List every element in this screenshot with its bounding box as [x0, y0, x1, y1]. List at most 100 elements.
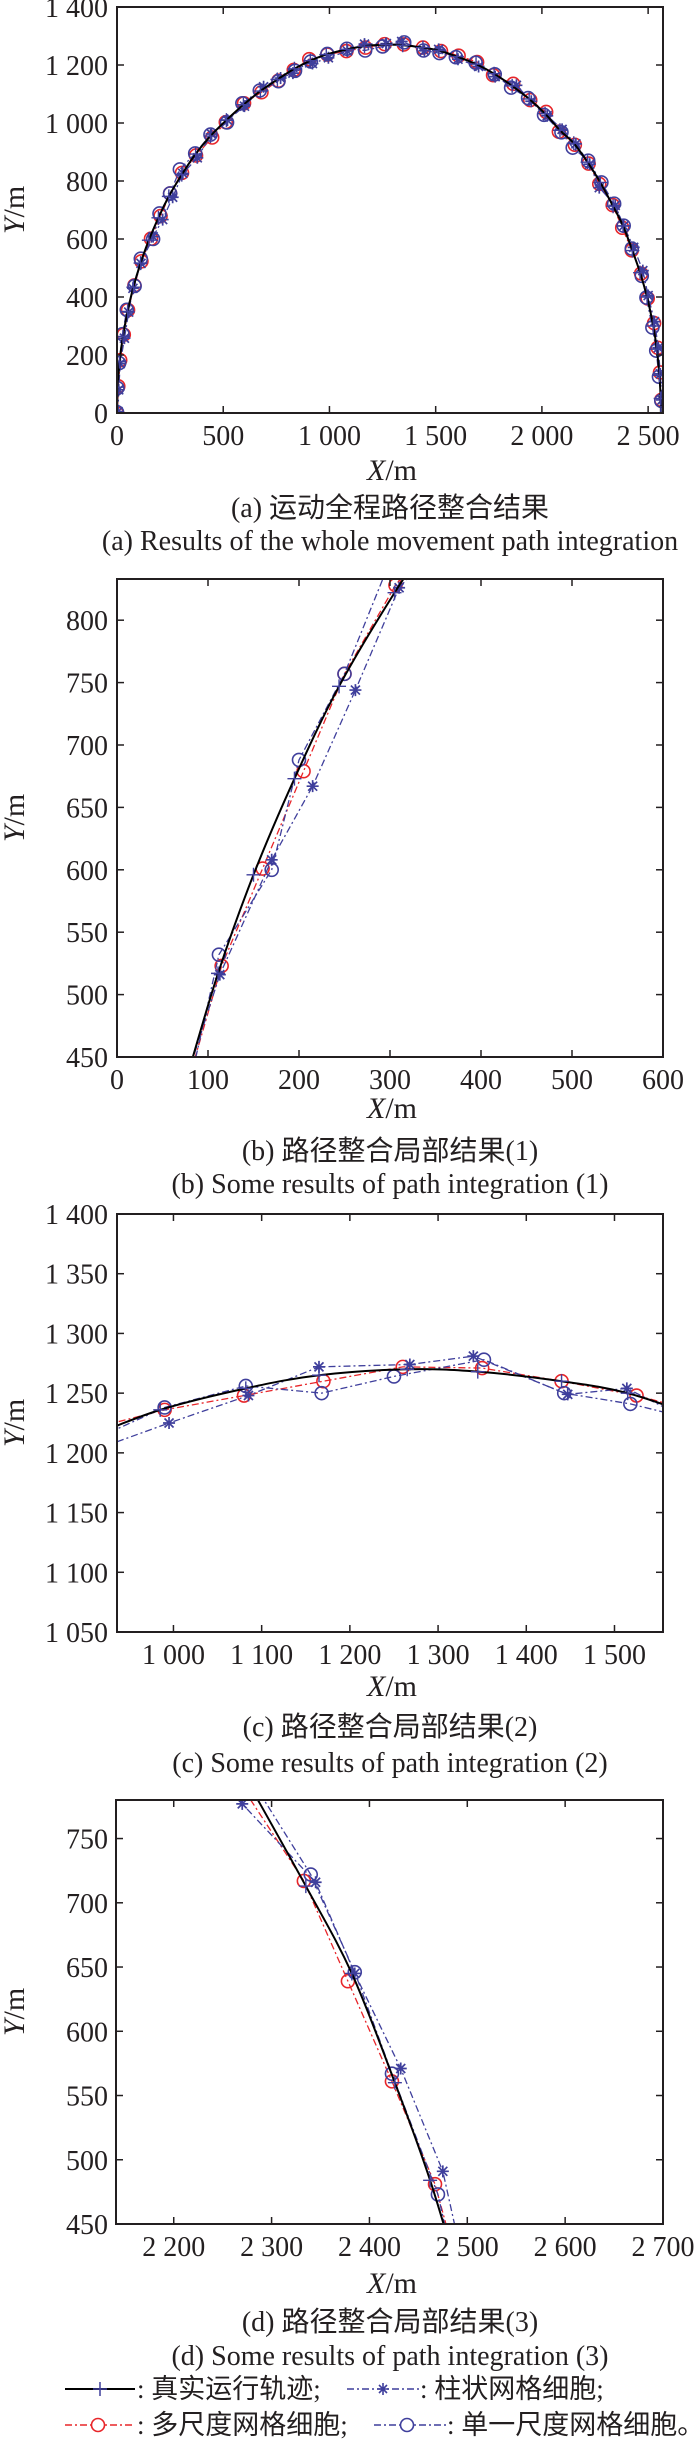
data-point	[309, 1876, 322, 1889]
data-point	[393, 581, 406, 594]
data-point	[653, 406, 663, 413]
legend-item-single-scale: : 单一尺度网格细胞。	[374, 2410, 700, 2440]
x-tick-label: 2 600	[534, 2232, 597, 2263]
plot-frame	[116, 1213, 664, 1633]
data-point	[246, 867, 261, 882]
legend-label: : 多尺度网格细胞;	[137, 2410, 348, 2440]
data-point	[580, 155, 595, 170]
data-point	[242, 1389, 255, 1402]
legend-label: : 柱状网格细胞;	[420, 2374, 604, 2404]
data-point	[503, 80, 519, 95]
data-point	[396, 35, 412, 50]
data-point	[386, 1369, 402, 1384]
y-tick-label: 1 400	[45, 1200, 108, 1231]
data-point	[655, 393, 663, 406]
data-point	[265, 853, 278, 866]
y-tick-label: 0	[94, 399, 108, 430]
series-line	[117, 41, 662, 413]
y-tick-label: 1 400	[45, 0, 108, 24]
panel-b: 0 100 200 300 400 500 600 450 500 550 600 650 700 750…	[0, 578, 684, 1200]
x-axis-unit: /m	[385, 2267, 417, 2300]
data-point	[566, 136, 581, 151]
caption-english: (a) Results of the whole movement path i…	[102, 526, 678, 557]
x-axis-title: X/m	[366, 1092, 417, 1125]
data-point	[653, 391, 663, 406]
x-tick-label: 2 400	[338, 2232, 401, 2263]
data-point	[378, 37, 393, 52]
series-true_path	[117, 37, 663, 413]
series-multi_scale	[117, 1359, 663, 1423]
x-axis-title: X/m	[366, 2267, 417, 2300]
y-tick-label: 1 300	[45, 1319, 108, 1350]
y-tick-label: 750	[66, 1825, 108, 1856]
y-axis-unit: /m	[0, 794, 31, 826]
y-tick-label: 750	[66, 669, 108, 700]
data-point	[311, 1368, 326, 1383]
data-point	[692, 1414, 700, 1427]
legend-label: : 真实运行轨迹;	[137, 2374, 321, 2404]
data-point	[561, 1388, 574, 1401]
data-point	[257, 80, 270, 93]
y-axis-title: Y/m	[0, 186, 31, 234]
x-tick-label: 2 700	[632, 2232, 695, 2263]
data-point	[213, 968, 226, 981]
series-single_scale	[195, 579, 384, 1057]
data-point	[387, 2075, 402, 2090]
y-tick-label: 800	[66, 606, 108, 637]
data-point	[696, 1411, 700, 1425]
star-marker-icon	[377, 2383, 389, 2395]
data-point	[431, 43, 446, 58]
data-point	[620, 1382, 633, 1395]
data-point	[616, 218, 631, 233]
data-point	[174, 167, 189, 182]
data-point	[162, 186, 178, 201]
y-tick-label: 1 350	[45, 1260, 108, 1291]
x-tick-label: 500	[202, 421, 244, 452]
legend: : 真实运行轨迹; : 柱状网格细胞; : 多尺度网格细胞; : 单一尺度网格细…	[65, 2374, 700, 2440]
x-tick-label: 100	[187, 1065, 229, 1096]
y-tick-label: 1 200	[45, 1439, 108, 1470]
data-point	[474, 1360, 490, 1376]
data-point	[400, 1362, 415, 1377]
data-point	[211, 966, 226, 981]
x-tick-label: 2 200	[142, 2232, 205, 2263]
data-point	[520, 90, 536, 106]
x-tick-label: 500	[551, 1065, 593, 1096]
y-axis-var: Y	[0, 822, 31, 842]
data-point	[625, 243, 640, 258]
data-point	[314, 1385, 329, 1401]
data-point	[634, 268, 650, 284]
data-point	[145, 231, 161, 247]
x-tick-label: 600	[642, 1065, 684, 1096]
plot-area	[117, 35, 663, 413]
data-point	[322, 51, 335, 64]
panel-c: 1 000 1 100 1 200 1 300 1 400 1 500 1 050 1 100…	[0, 1200, 700, 1779]
data-point	[522, 91, 537, 106]
series-line	[194, 579, 402, 1057]
series-single_scale	[263, 1800, 446, 2224]
data-point	[236, 1781, 249, 1794]
data-point	[298, 1879, 313, 1894]
data-point	[556, 1385, 572, 1401]
data-point	[552, 123, 567, 138]
y-tick-label: 450	[66, 1043, 108, 1074]
data-point	[236, 97, 251, 112]
data-point	[151, 210, 166, 225]
legend-item-true-path: : 真实运行轨迹;	[65, 2374, 321, 2404]
data-point	[567, 137, 583, 153]
y-axis-var: Y	[0, 214, 31, 234]
data-point	[191, 151, 204, 164]
y-tick-label: 550	[66, 2082, 108, 2113]
data-point	[238, 1381, 253, 1396]
data-point	[538, 104, 554, 120]
data-point	[395, 35, 408, 48]
data-point	[436, 2165, 449, 2178]
x-axis-var: X	[366, 454, 387, 487]
data-point	[384, 2066, 400, 2081]
series-line	[249, 1800, 447, 2224]
data-point	[476, 1352, 492, 1368]
data-point	[606, 199, 621, 214]
data-point	[642, 289, 655, 302]
data-point	[253, 84, 268, 99]
